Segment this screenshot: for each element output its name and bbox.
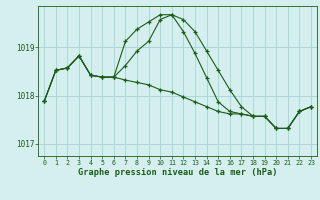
X-axis label: Graphe pression niveau de la mer (hPa): Graphe pression niveau de la mer (hPa) xyxy=(78,168,277,177)
